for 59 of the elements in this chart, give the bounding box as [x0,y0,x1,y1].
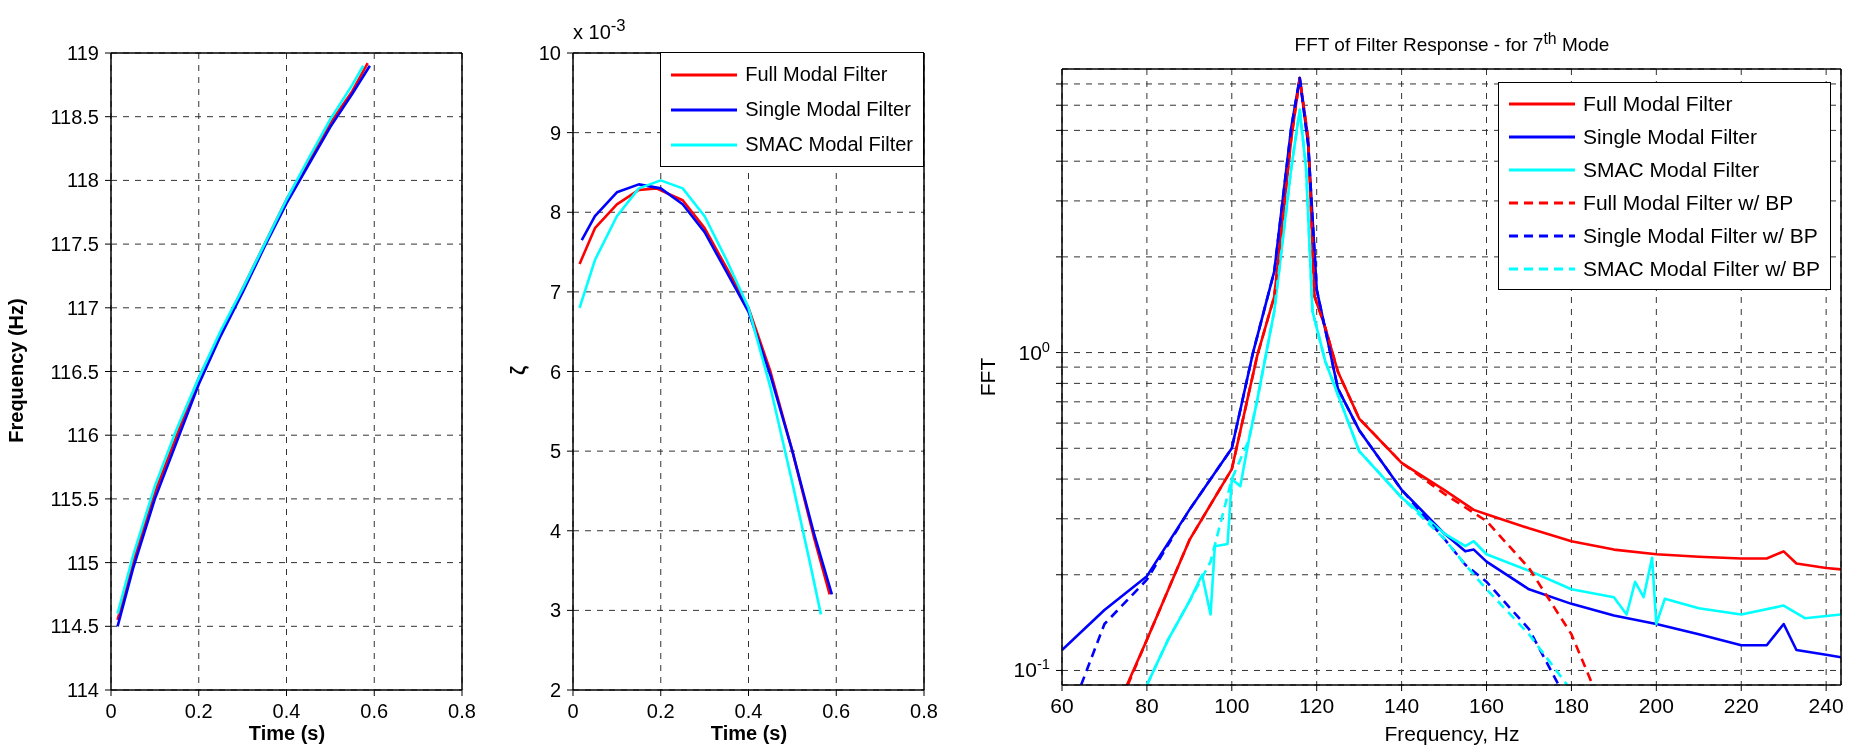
y-axis-title: Frequency (Hz) [4,297,28,445]
x-tick-label: 200 [1638,694,1674,717]
x-tick-label: 0.8 [448,700,476,722]
y-tick-label: 5 [549,440,561,463]
y-tick-label: 6 [549,360,561,383]
y-tick-label: 118 [67,169,99,192]
x-tick-label: 0 [105,700,117,722]
x-axis-title: Frequency, Hz [1383,722,1521,746]
legend-label: Full Modal Filter [745,63,888,86]
x-axis-title: Time (s) [247,722,327,745]
y-tick-label: 116.5 [50,360,99,383]
x-tick-label: 160 [1469,694,1505,717]
y-tick-label: 116 [67,424,99,447]
y-tick-label: 114 [67,679,99,701]
y-tick-label: 117 [67,296,99,319]
x-tick-label: 80 [1135,694,1159,717]
legend-label: SMAC Modal Filter [745,133,913,156]
y-axis-title: FFT [976,356,1000,398]
y-tick-label: 10$^{0}$ [1018,338,1050,364]
x-axis-title: Time (s) [709,722,789,745]
y-tick-label: 10$^{-1}$ [1013,656,1050,682]
x-tick-label: 60 [1050,694,1074,717]
y-tick-label: 2 [549,679,561,701]
x-tick-label: 0.6 [822,700,851,722]
y-tick-label: 119 [67,42,99,64]
y-tick-label: 117.5 [50,233,99,256]
x-tick-label: 240 [1808,694,1844,717]
x-tick-label: 0.2 [184,700,213,722]
y-tick-label: 115.5 [50,487,99,510]
y-tick-label: 7 [549,280,561,303]
text: x 10$^{-3}$ [573,16,626,44]
x-tick-label: 180 [1553,694,1589,717]
x-tick-label: 140 [1384,694,1420,717]
legend-label: SMAC Modal Filter [1583,157,1760,182]
y-tick-label: 118.5 [50,105,99,128]
legend-label: Single Modal Filter [745,98,911,121]
y-tick-label: 8 [549,201,561,224]
legend-label: Single Modal Filter w/ BP [1583,223,1818,248]
legend-label: Single Modal Filter [1583,124,1758,149]
legend-label: SMAC Modal Filter w/ BP [1583,256,1820,281]
x-tick-label: 120 [1299,694,1335,717]
x-tick-label: 0.4 [734,700,763,722]
x-tick-label: 0.6 [360,700,389,722]
y-tick-label: 114.5 [50,615,99,638]
y-tick-label: 115 [67,551,99,574]
chart-title: FFT of Filter Response - for 7$^{th}$ Mode [1293,30,1611,57]
y-tick-label: 10 [538,42,561,64]
y-tick-label: 4 [549,519,561,542]
y-axis-title: ζ [506,364,530,378]
x-tick-label: 0.2 [646,700,675,722]
x-tick-label: 0.4 [272,700,301,722]
x-tick-label: 220 [1723,694,1759,717]
legend-label: Full Modal Filter [1583,91,1733,116]
x-tick-label: 0 [567,700,579,722]
legend-label: Full Modal Filter w/ BP [1583,190,1794,215]
x-tick-label: 0.8 [910,700,938,722]
y-tick-label: 9 [549,121,561,144]
y-tick-label: 3 [549,599,561,622]
x-tick-label: 100 [1214,694,1250,717]
